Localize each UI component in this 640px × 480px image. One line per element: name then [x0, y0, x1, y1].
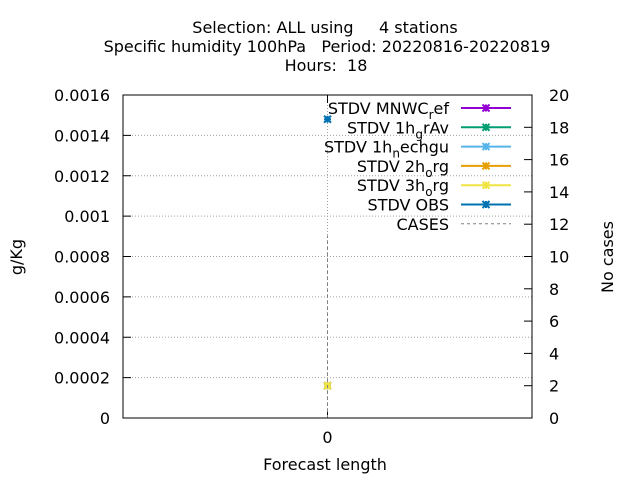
series-marks	[323, 115, 332, 418]
legend-marker	[481, 161, 491, 171]
title-line-3: Hours: 18	[285, 56, 368, 75]
legend-label: STDV 3horg	[357, 176, 449, 199]
y-tick-label: 0.0012	[54, 167, 110, 186]
legend-entry: STDV MNWCref	[328, 99, 511, 122]
legend-entry: STDV 2horg	[357, 157, 511, 180]
y2-tick-label: 18	[549, 118, 569, 137]
legend-label: STDV MNWCref	[328, 99, 450, 122]
legend-marker	[481, 103, 491, 113]
y2-tick-label: 6	[549, 312, 559, 331]
y2-tick-label: 12	[549, 215, 569, 234]
legend-label: CASES	[396, 215, 449, 234]
y2-tick-label: 2	[549, 377, 559, 396]
y2-axis-label: No cases	[598, 221, 617, 293]
legend-entry: CASES	[396, 215, 511, 234]
x-tick-label: 0	[322, 428, 332, 447]
legend-marker	[481, 123, 491, 132]
y2-tick-label: 20	[549, 86, 569, 105]
legend-marker	[481, 200, 491, 209]
y-axis-ticks: 0 0.0002 0.0004 0.0006 0.0008 0.001 0.0012 0.00…	[54, 86, 131, 428]
legend-label: STDV 2horg	[357, 157, 449, 180]
legend-marker	[481, 142, 491, 151]
legend-entry: STDV 3horg	[357, 176, 511, 199]
legend-marker	[481, 180, 491, 190]
y-tick-label: 0	[100, 409, 110, 428]
y-tick-label: 0.0004	[54, 328, 110, 347]
legend-entry: STDV 1hnechgu	[324, 138, 511, 161]
y-tick-label: 0.0006	[54, 288, 110, 307]
plot-frame	[122, 94, 533, 419]
y-tick-label: 0.0014	[54, 126, 110, 145]
legend-label: STDV 1hgrAv	[347, 118, 449, 141]
y-tick-label: 0.001	[64, 207, 110, 226]
y-tick-label: 0.0016	[54, 86, 110, 105]
x-axis-label: Forecast length	[263, 455, 387, 474]
legend-entry: STDV OBS	[368, 196, 511, 215]
y2-tick-label: 14	[549, 183, 569, 202]
y-tick-label: 0.0008	[54, 248, 110, 267]
series-stdv-obs-5	[323, 115, 332, 124]
y2-tick-label: 16	[549, 151, 569, 170]
y2-tick-label: 0	[549, 409, 559, 428]
title-line-2: Specific humidity 100hPa Period: 2022081…	[104, 37, 551, 56]
chart-title: Selection: ALL using 4 stations Specific…	[104, 18, 551, 75]
legend-label: STDV OBS	[368, 196, 449, 215]
legend-label: STDV 1hnechgu	[324, 138, 449, 161]
legend-entry: STDV 1hgrAv	[347, 118, 511, 141]
title-line-1: Selection: ALL using 4 stations	[192, 18, 457, 37]
y2-tick-label: 8	[549, 280, 559, 299]
y-tick-label: 0.0002	[54, 369, 110, 388]
y2-tick-label: 4	[549, 344, 559, 363]
y2-axis-ticks: 0 2 4 6 8 10 12 14 16 18 20	[524, 86, 569, 428]
y-axis-label: g/Kg	[7, 239, 26, 275]
y2-tick-label: 10	[549, 248, 569, 267]
data-point	[323, 115, 332, 124]
